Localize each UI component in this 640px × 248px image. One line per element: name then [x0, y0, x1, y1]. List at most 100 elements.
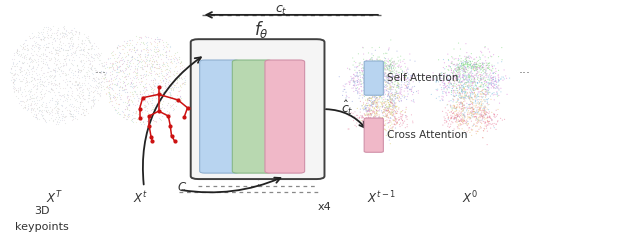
Point: [491, 122, 501, 126]
Point: [383, 109, 394, 113]
Point: [134, 96, 145, 100]
Point: [448, 93, 458, 97]
Point: [452, 68, 462, 72]
Point: [47, 113, 57, 117]
Point: [350, 82, 360, 86]
Point: [31, 87, 41, 91]
Point: [366, 121, 376, 125]
Point: [141, 68, 151, 72]
Point: [103, 79, 113, 83]
Point: [372, 104, 382, 108]
Point: [52, 45, 62, 49]
Point: [51, 99, 61, 103]
Point: [105, 85, 115, 89]
Point: [131, 83, 141, 87]
Point: [54, 107, 64, 111]
Point: [86, 106, 97, 110]
Point: [366, 98, 376, 102]
Point: [382, 87, 392, 91]
Point: [481, 113, 491, 117]
Point: [459, 87, 469, 91]
Point: [8, 79, 19, 83]
Point: [469, 63, 479, 67]
Point: [364, 82, 374, 86]
Point: [392, 78, 403, 82]
Point: [440, 85, 451, 89]
Point: [392, 84, 403, 88]
Point: [157, 102, 167, 106]
Point: [461, 81, 472, 85]
Point: [469, 84, 479, 88]
Point: [367, 58, 377, 62]
Point: [434, 95, 444, 99]
Point: [450, 116, 460, 120]
Point: [499, 68, 509, 72]
Point: [489, 115, 499, 119]
Point: [42, 35, 52, 39]
Point: [389, 59, 399, 63]
Point: [52, 101, 62, 105]
Point: [116, 97, 126, 101]
Point: [360, 107, 370, 111]
Point: [481, 121, 491, 125]
Point: [21, 57, 31, 61]
Point: [381, 68, 392, 72]
Point: [466, 62, 476, 65]
Point: [492, 91, 502, 95]
Point: [338, 84, 348, 88]
Point: [465, 97, 475, 101]
Point: [166, 61, 177, 65]
Point: [375, 120, 385, 124]
Point: [457, 94, 467, 98]
Point: [58, 112, 68, 116]
Point: [400, 126, 410, 130]
Point: [387, 91, 397, 95]
Text: Self Attention: Self Attention: [387, 73, 459, 83]
Point: [37, 64, 47, 68]
Point: [164, 86, 175, 90]
Point: [379, 83, 389, 87]
Point: [352, 79, 362, 83]
Point: [159, 50, 170, 54]
Point: [141, 46, 151, 50]
Point: [498, 78, 508, 82]
Point: [365, 65, 375, 69]
Point: [459, 77, 469, 81]
Point: [38, 51, 48, 55]
Point: [65, 114, 76, 118]
Point: [383, 48, 394, 52]
Point: [455, 75, 465, 79]
Point: [32, 98, 42, 102]
Point: [454, 95, 465, 99]
Point: [453, 66, 463, 70]
Point: [150, 37, 160, 41]
Point: [28, 35, 38, 39]
Point: [375, 115, 385, 119]
Point: [461, 73, 472, 77]
Point: [82, 70, 92, 74]
Point: [150, 107, 161, 111]
Text: MLP: MLP: [241, 112, 264, 122]
Point: [71, 86, 81, 90]
Point: [132, 117, 143, 121]
Point: [397, 93, 407, 96]
Point: [147, 107, 157, 111]
Point: [50, 84, 60, 88]
Point: [122, 39, 132, 43]
Point: [462, 78, 472, 82]
Point: [82, 72, 92, 76]
Point: [473, 97, 483, 101]
Point: [62, 93, 72, 97]
Point: [17, 47, 28, 51]
Point: [454, 114, 465, 118]
Point: [73, 69, 83, 73]
Point: [460, 69, 470, 73]
Point: [165, 74, 175, 78]
Point: [133, 98, 143, 102]
Point: [479, 62, 490, 65]
Point: [443, 117, 453, 121]
Point: [461, 92, 472, 96]
Point: [93, 58, 104, 62]
Point: [385, 73, 395, 77]
Point: [460, 82, 470, 86]
